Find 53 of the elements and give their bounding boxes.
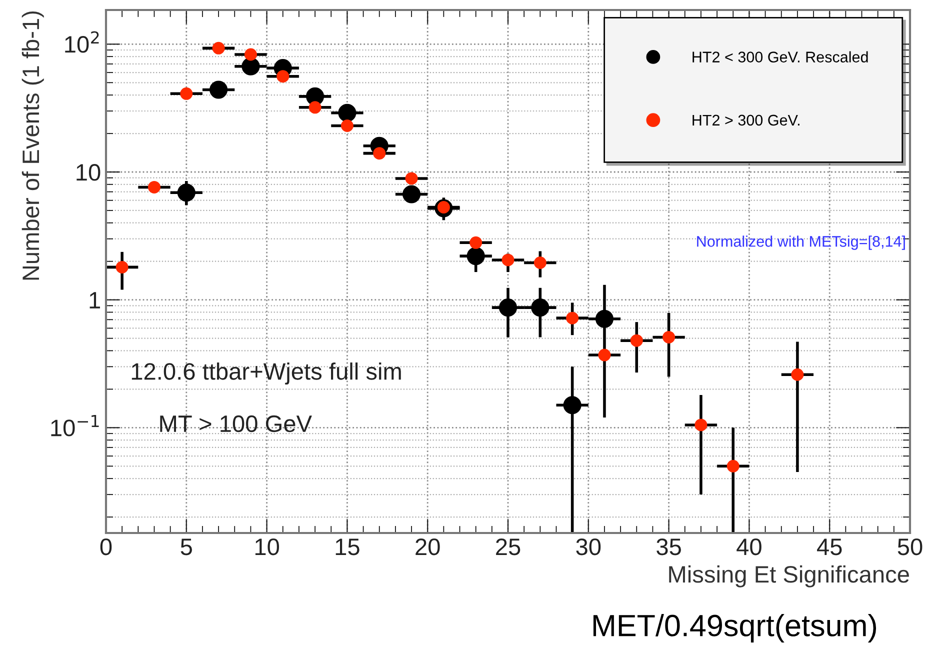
point	[662, 330, 676, 344]
point	[791, 368, 804, 381]
text: MET/0.49sqrt(etsum)	[593, 614, 876, 642]
point	[470, 236, 482, 249]
point	[212, 42, 225, 54]
legend-label: HT2 > 300 GeV.	[692, 114, 800, 126]
x-tick-label: 5	[180, 538, 192, 556]
x-tick-label: 20	[416, 538, 440, 556]
point	[177, 184, 196, 202]
point	[402, 185, 421, 204]
point	[244, 48, 257, 61]
point	[405, 172, 418, 185]
y-tick-label: 10	[76, 164, 100, 181]
point	[694, 418, 708, 432]
point	[148, 180, 160, 194]
x-tick-label: 40	[736, 538, 762, 556]
point	[466, 247, 485, 266]
annotation: Normalized with METsig=[8,14]	[697, 236, 905, 250]
point	[595, 310, 614, 328]
x-tick-label: 10	[255, 538, 280, 556]
x-tick-label: 15	[336, 538, 360, 556]
point	[502, 254, 514, 266]
legend-label: HT2 < 300 GeV. Rescaled	[692, 51, 868, 62]
point	[308, 101, 322, 114]
x-tick-label: 35	[656, 538, 681, 556]
point	[116, 260, 128, 274]
point	[534, 256, 546, 270]
annotation: MT > 100 GeV	[160, 415, 312, 432]
point	[276, 70, 290, 83]
point	[630, 334, 643, 347]
x-tick-label: 30	[576, 538, 601, 556]
point	[180, 87, 193, 100]
x-axis-title: Missing Et Significance	[669, 565, 909, 588]
x-tick-label: 0	[100, 538, 112, 556]
point	[566, 312, 579, 324]
point	[242, 57, 260, 76]
y-tick-label: 10$^{−1}$	[51, 414, 99, 436]
point	[340, 120, 354, 132]
point	[531, 298, 550, 317]
point	[498, 298, 518, 317]
point	[338, 104, 356, 122]
point	[598, 348, 611, 362]
point	[563, 396, 582, 414]
x-tick-label: 50	[898, 538, 922, 556]
y-tick-label: 10$^{2}$	[65, 31, 99, 53]
point	[726, 460, 740, 472]
point	[373, 147, 386, 160]
x-tick-label: 45	[817, 538, 842, 556]
point	[210, 80, 228, 99]
x-tick-label: 25	[496, 538, 520, 556]
y-axis-title: Number of Events (1 fb-1)	[22, 11, 44, 280]
annotation: 12.0.6 ttbar+Wjets full sim	[132, 362, 401, 384]
y-tick-label: 1	[90, 292, 100, 308]
